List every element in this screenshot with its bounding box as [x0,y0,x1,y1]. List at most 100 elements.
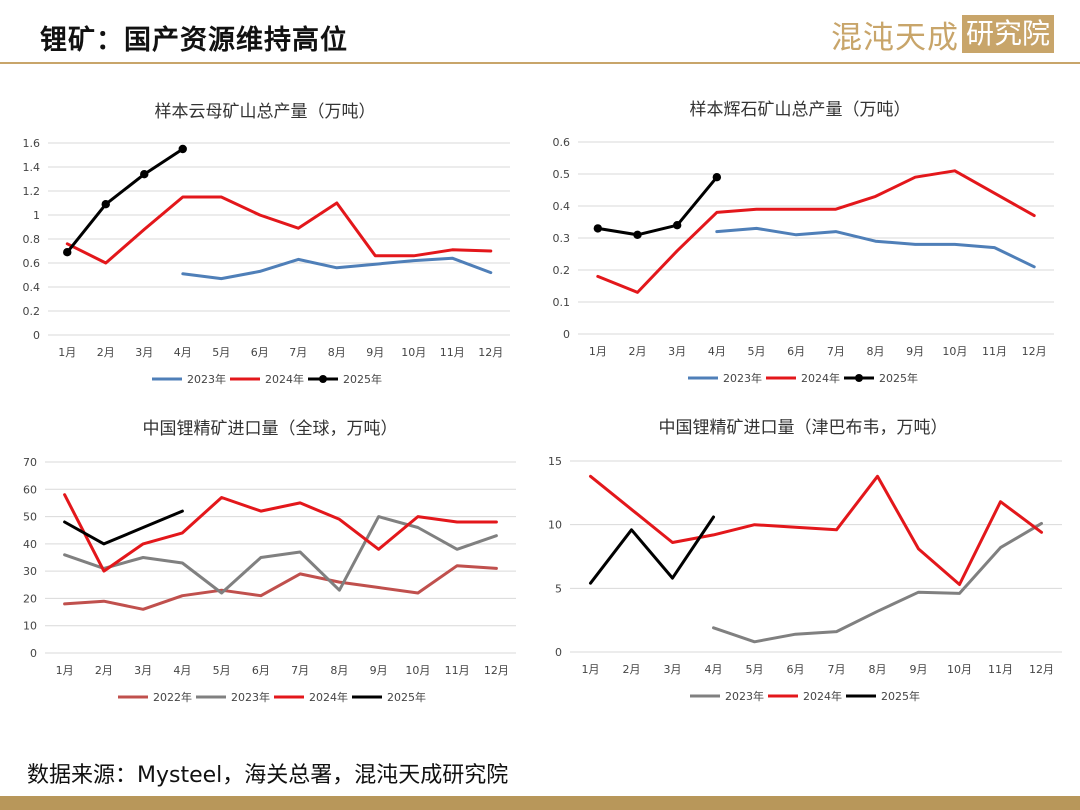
y-tick-label: 10 [23,620,37,633]
x-tick-label: 8月 [867,345,885,358]
x-tick-label: 1月 [589,345,607,358]
chart-title: 中国锂精矿进口量（津巴布韦，万吨） [659,418,948,438]
series-line-1 [63,564,498,611]
x-tick-label: 11月 [982,345,1007,358]
chart-title: 中国锂精矿进口量（全球，万吨） [143,419,398,439]
legend-marker [855,374,863,382]
series-line-4 [63,509,184,546]
legend-label: 2025年 [387,690,426,704]
series-line-1 [181,256,493,281]
logo-text: 混沌天成 [830,19,959,56]
y-tick-label: 0.1 [553,296,571,309]
y-tick-label: 0 [563,328,570,341]
y-tick-label: 5 [555,582,562,595]
data-point [712,173,722,182]
x-tick-label: 9月 [910,663,928,676]
x-tick-label: 7月 [827,345,845,358]
x-tick-label: 10月 [405,664,430,677]
source-note: 数据来源：Mysteel，海关总署，混沌天成研究院 [27,763,509,788]
y-tick-label: 0.4 [23,281,41,294]
y-tick-label: 0.6 [23,257,41,270]
x-tick-label: 6月 [251,346,269,359]
legend-label: 2025年 [879,371,918,385]
legend-marker [319,375,327,383]
y-tick-label: 0.3 [553,232,571,245]
x-tick-label: 1月 [58,346,76,359]
page-title: 锂矿：国产资源维持高位 [40,25,348,56]
x-tick-label: 6月 [787,345,805,358]
x-tick-label: 2月 [97,346,115,359]
series-line-3 [65,147,185,254]
x-tick-label: 11月 [988,663,1013,676]
legend-label: 2024年 [801,371,840,385]
x-tick-label: 10月 [401,346,426,359]
header-divider [0,62,1080,64]
x-tick-label: 11月 [440,346,465,359]
y-tick-label: 0 [555,646,562,659]
x-tick-label: 11月 [445,664,470,677]
x-tick-label: 9月 [370,664,388,677]
x-tick-label: 7月 [291,664,309,677]
legend-label: 2023年 [187,372,226,386]
y-tick-label: 60 [23,483,37,496]
legend-label: 2024年 [265,372,304,386]
x-tick-label: 3月 [134,664,152,677]
y-tick-label: 0 [33,329,40,342]
charts-canvas: 样本云母矿山总产量（万吨） 0 0.2 0.4 0.6 0.8 1 1.2 1.4 1.6 1月 2月… [23,100,1062,704]
data-point [178,144,187,154]
x-tick-label: 5月 [213,664,231,677]
x-tick-label: 7月 [828,663,846,676]
series-line-3 [63,493,498,573]
x-tick-label: 12月 [1022,345,1047,358]
x-tick-label: 6月 [787,663,805,676]
x-tick-label: 6月 [252,664,270,677]
x-tick-label: 5月 [746,663,764,676]
footer-band [0,796,1080,810]
data-point [593,224,603,233]
y-tick-label: 1.6 [23,137,41,150]
x-tick-label: 2月 [623,663,641,676]
y-tick-label: 70 [23,456,37,469]
logo-box-text: 研究院 [961,15,1054,53]
chart-1: 样本云母矿山总产量（万吨） 0 0.2 0.4 0.6 0.8 1 1.2 1.4 1.6 1月 2月… [23,102,510,386]
legend-label: 2023年 [725,689,764,703]
legend-label: 2023年 [723,371,762,385]
x-tick-label: 1月 [56,664,74,677]
y-tick-label: 0.4 [553,200,571,213]
series-line-3 [589,515,715,585]
y-tick-label: 30 [23,565,37,578]
chart-3: 中国锂精矿进口量（全球，万吨） 0 10 20 30 40 50 60 70 1月 2月 3月 4月 5月… [23,419,516,704]
data-point [140,170,149,179]
legend-label: 2024年 [309,690,348,704]
legend-label: 2023年 [231,690,270,704]
data-point [672,221,682,230]
chart-4: 中国锂精矿进口量（津巴布韦，万吨） 0 5 10 15 1月 2月 3月 4月 5月 6月 7月 8月 9… [548,418,1062,703]
data-point [633,230,642,239]
x-tick-label: 7月 [289,346,307,359]
x-tick-label: 9月 [906,345,924,358]
x-tick-label: 2月 [95,664,113,677]
x-tick-label: 8月 [330,664,348,677]
x-tick-label: 5月 [212,346,230,359]
y-tick-label: 1 [33,209,40,222]
series-line-3 [596,175,719,237]
series-line-1 [715,226,1036,269]
x-tick-label: 3月 [135,346,153,359]
x-tick-label: 4月 [708,345,726,358]
y-tick-label: 1.4 [23,161,41,174]
x-tick-label: 4月 [174,346,192,359]
series-line-2 [589,474,1043,586]
y-tick-label: 40 [23,538,37,551]
x-tick-label: 12月 [484,664,509,677]
x-tick-label: 12月 [1029,663,1054,676]
x-tick-label: 8月 [869,663,887,676]
y-tick-label: 0.2 [553,264,571,277]
y-tick-label: 0 [30,647,37,660]
chart-title: 样本云母矿山总产量（万吨） [155,102,376,122]
series-line-1 [712,521,1043,644]
y-tick-label: 1.2 [23,185,41,198]
data-point [101,200,110,209]
chart-2: 样本辉石矿山总产量（万吨） 0 0.1 0.2 0.3 0.4 0.5 0.6 1月 2月 3月 4月… [553,100,1054,385]
x-tick-label: 8月 [328,346,346,359]
x-tick-label: 4月 [705,663,723,676]
